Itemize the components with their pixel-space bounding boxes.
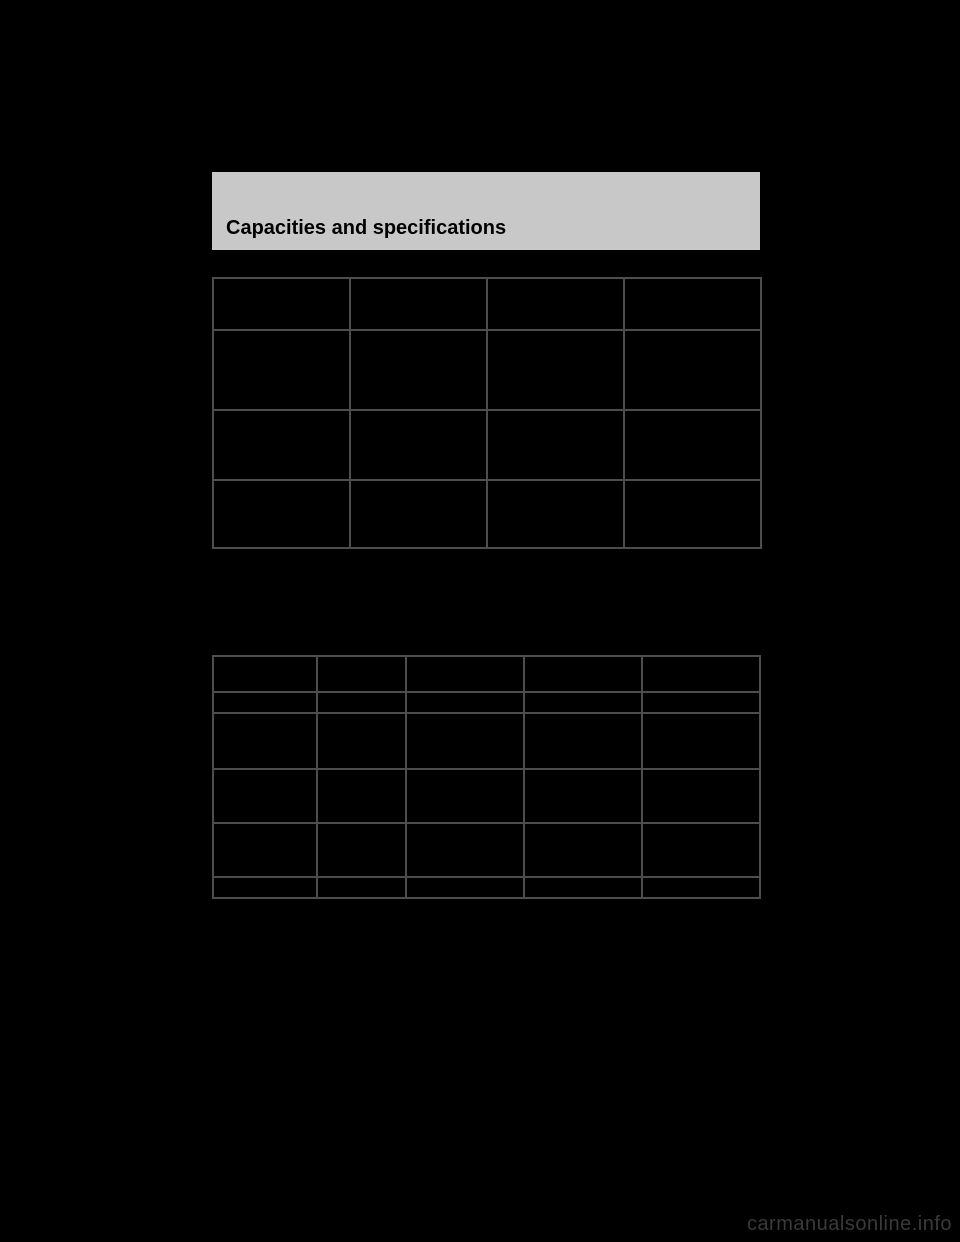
table-cell (642, 713, 760, 769)
table-cell (406, 656, 524, 692)
table-cell (213, 823, 317, 877)
table-cell (350, 410, 487, 480)
table-cell (213, 877, 317, 898)
table-cell (317, 877, 406, 898)
table-cell (350, 330, 487, 410)
table-cell (406, 769, 524, 823)
tables-container (212, 250, 760, 899)
table-row (213, 877, 760, 898)
table-row (213, 713, 760, 769)
table-cell (213, 656, 317, 692)
table-cell (213, 410, 350, 480)
table-cell (406, 823, 524, 877)
table-cell (213, 330, 350, 410)
table-cell (624, 330, 761, 410)
table-cell (487, 330, 624, 410)
table-cell (524, 769, 642, 823)
table-cell (624, 480, 761, 548)
table-cell (317, 769, 406, 823)
table-cell (642, 769, 760, 823)
table-cell (406, 692, 524, 713)
table-cell (524, 877, 642, 898)
table-cell (406, 713, 524, 769)
table-cell (524, 656, 642, 692)
table-row (213, 692, 760, 713)
table-cell (213, 278, 350, 330)
specs-table-2 (212, 655, 761, 899)
table-cell (524, 692, 642, 713)
table-cell (642, 877, 760, 898)
table-cell (317, 656, 406, 692)
table-cell (213, 769, 317, 823)
table-gap (212, 549, 760, 655)
table-cell (317, 692, 406, 713)
table-row (213, 330, 761, 410)
watermark-text: carmanualsonline.info (747, 1213, 952, 1236)
table-cell (524, 823, 642, 877)
table-cell (213, 713, 317, 769)
table-cell (624, 410, 761, 480)
table-cell (487, 480, 624, 548)
table-cell (487, 278, 624, 330)
table-row (213, 656, 760, 692)
table-cell (317, 713, 406, 769)
table-cell (213, 480, 350, 548)
table-row (213, 410, 761, 480)
table-cell (406, 877, 524, 898)
table-cell (642, 656, 760, 692)
specs-table-1 (212, 277, 762, 549)
table-row (213, 278, 761, 330)
section-header: Capacities and specifications (212, 172, 760, 250)
table-cell (487, 410, 624, 480)
table-cell (213, 692, 317, 713)
page-content: Capacities and specifications (212, 172, 760, 899)
table-row (213, 769, 760, 823)
table-cell (624, 278, 761, 330)
table-cell (642, 823, 760, 877)
table-cell (642, 692, 760, 713)
section-title: Capacities and specifications (226, 217, 506, 240)
table-row (213, 480, 761, 548)
table-cell (350, 480, 487, 548)
table-cell (350, 278, 487, 330)
table-cell (317, 823, 406, 877)
table-row (213, 823, 760, 877)
table-cell (524, 713, 642, 769)
